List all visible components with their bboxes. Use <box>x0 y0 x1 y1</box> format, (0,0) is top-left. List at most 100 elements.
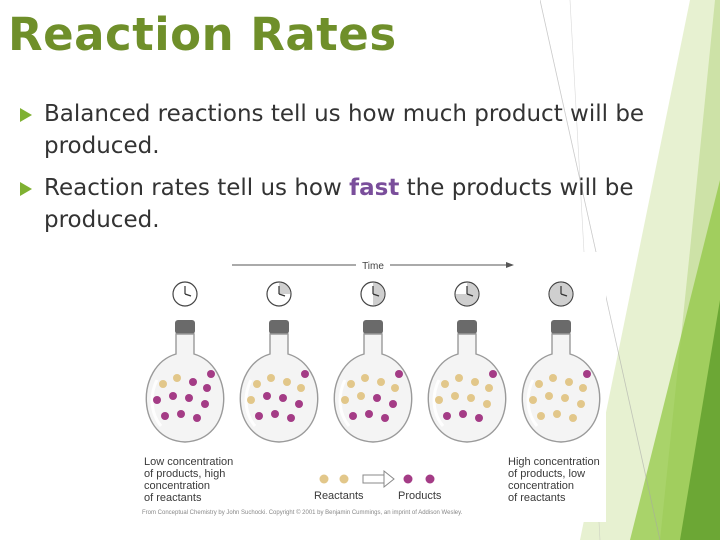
product-molecule <box>255 412 263 420</box>
reactant-molecule <box>553 410 561 418</box>
legend-reactant-dot <box>319 474 329 484</box>
flask-highlight <box>150 379 163 427</box>
reactant-molecule <box>361 374 369 382</box>
reactant-molecule <box>247 396 255 404</box>
reactant-molecule <box>297 384 305 392</box>
flask-stopper <box>363 320 383 334</box>
caption-line: of products, high <box>144 468 226 480</box>
flask <box>427 333 507 443</box>
caption-line: High concentration <box>508 456 600 468</box>
clock-fill <box>373 282 385 306</box>
caption-line: of products, low <box>508 468 586 480</box>
reactant-molecule <box>347 380 355 388</box>
flask <box>145 333 225 443</box>
product-molecule <box>161 412 169 420</box>
reactant-molecule <box>377 378 385 386</box>
bullet-highlight-text: fast <box>349 175 400 201</box>
product-molecule <box>185 394 193 402</box>
caption-line: concentration <box>144 480 211 492</box>
product-molecule <box>287 414 295 422</box>
clock-fill <box>279 282 291 294</box>
reactant-molecule <box>485 384 493 392</box>
bullet-list: Balanced reactions tell us how much prod… <box>20 98 700 246</box>
product-molecule <box>583 370 591 378</box>
product-molecule <box>279 394 287 402</box>
flask <box>521 333 601 443</box>
flask-stopper <box>551 320 571 334</box>
slide-title: Reaction Rates <box>8 8 397 61</box>
decorative-green-shapes <box>540 0 720 540</box>
bullet-arrow-icon <box>20 108 32 122</box>
product-molecule <box>295 400 303 408</box>
legend-products-label: Products <box>398 490 442 502</box>
reactant-molecule <box>467 394 475 402</box>
reactant-molecule <box>253 380 261 388</box>
reactant-molecule <box>435 396 443 404</box>
product-molecule <box>189 378 197 386</box>
left-caption: Low concentration of products, high conc… <box>144 456 233 504</box>
reactant-molecule <box>483 400 491 408</box>
flask-highlight <box>432 379 445 427</box>
flask-illustration: Time <box>145 261 601 489</box>
legend-reactant-dot <box>339 474 349 484</box>
bullet-item: Reaction rates tell us how fast the prod… <box>20 172 700 236</box>
reactant-molecule <box>267 374 275 382</box>
reactant-molecule <box>173 374 181 382</box>
flask-stopper <box>175 320 195 334</box>
product-molecule <box>207 370 215 378</box>
caption-line: Low concentration <box>144 456 234 468</box>
product-molecule <box>365 410 373 418</box>
flask <box>239 333 319 443</box>
reactant-molecule <box>471 378 479 386</box>
product-molecule <box>489 370 497 378</box>
product-molecule <box>177 410 185 418</box>
reactant-molecule <box>545 392 553 400</box>
reaction-arrow-icon <box>383 469 395 489</box>
reactant-molecule <box>283 378 291 386</box>
flask-highlight <box>338 379 351 427</box>
legend-product-dot <box>425 474 435 484</box>
time-arrow-head <box>506 262 514 268</box>
product-molecule <box>395 370 403 378</box>
reactant-molecule <box>579 384 587 392</box>
product-molecule <box>475 414 483 422</box>
bullet-text: the products will be produced. <box>44 175 634 233</box>
caption-line: of reactants <box>508 492 566 504</box>
clock-hand <box>372 293 380 297</box>
product-molecule <box>153 396 161 404</box>
caption-line: concentration <box>508 480 575 492</box>
reactant-molecule <box>451 392 459 400</box>
reactant-molecule <box>537 412 545 420</box>
reactant-molecule <box>561 394 569 402</box>
clock-hand <box>184 293 192 297</box>
flask-layer <box>145 281 601 443</box>
flask <box>333 333 413 443</box>
product-molecule <box>373 394 381 402</box>
product-molecule <box>271 410 279 418</box>
reactant-molecule <box>341 396 349 404</box>
reactant-molecule <box>565 378 573 386</box>
product-molecule <box>193 414 201 422</box>
reactant-molecule <box>391 384 399 392</box>
product-molecule <box>263 392 271 400</box>
product-molecule <box>349 412 357 420</box>
product-molecule <box>203 384 211 392</box>
right-caption: High concentration of products, low conc… <box>508 456 600 504</box>
reaction-rate-figure: Time Low concentration of products, high… <box>138 252 606 522</box>
product-molecule <box>459 410 467 418</box>
bullet-item: Balanced reactions tell us how much prod… <box>20 98 700 162</box>
bullet-text: Reaction rates tell us how <box>44 175 350 201</box>
deco-shape-dark <box>680 300 720 540</box>
reactant-molecule <box>455 374 463 382</box>
reactant-molecule <box>569 414 577 422</box>
figure-credit: From Conceptual Chemistry by John Suchoc… <box>142 510 463 516</box>
caption-line: of reactants <box>144 492 202 504</box>
bullet-text: Balanced reactions tell us how much prod… <box>44 101 645 159</box>
product-molecule <box>381 414 389 422</box>
reactant-molecule <box>577 400 585 408</box>
product-molecule <box>169 392 177 400</box>
clock-hand <box>560 293 568 297</box>
reactant-molecule <box>529 396 537 404</box>
reactant-molecule <box>549 374 557 382</box>
product-molecule <box>301 370 309 378</box>
